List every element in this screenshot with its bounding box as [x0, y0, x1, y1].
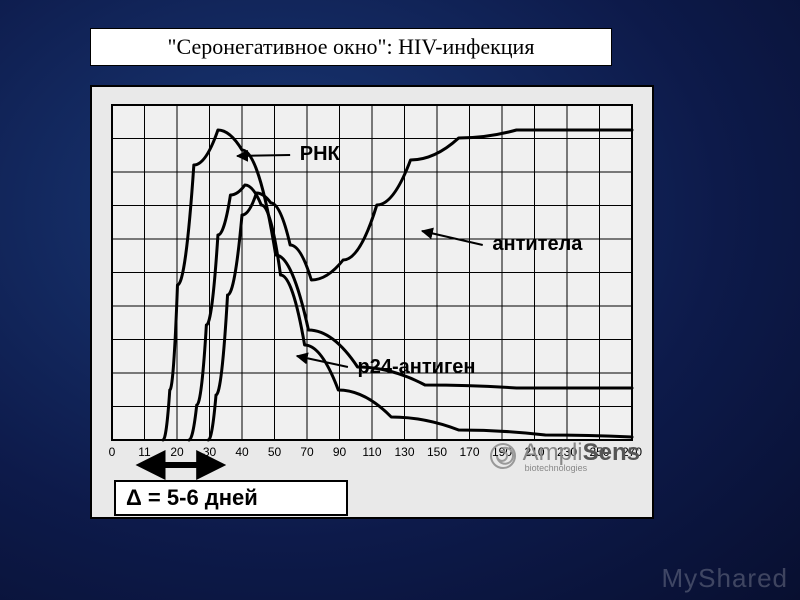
svg-text:50: 50: [268, 445, 282, 459]
delta-label-box: Δ = 5-6 дней: [114, 480, 348, 516]
svg-text:170: 170: [459, 445, 479, 459]
amplisens-logo: AmpliSens biotechnologies: [489, 439, 640, 473]
svg-text:110: 110: [362, 445, 381, 459]
svg-text:150: 150: [427, 445, 447, 459]
spiral-icon: [489, 442, 517, 470]
logo-part2: Sens: [583, 439, 640, 466]
svg-text:20: 20: [170, 445, 184, 459]
svg-text:130: 130: [394, 445, 414, 459]
watermark: MyShared: [662, 563, 789, 594]
svg-text:11: 11: [138, 445, 151, 459]
svg-text:РНК: РНК: [300, 143, 341, 165]
chart-frame: 0112030405070901101301501701902102302502…: [90, 85, 654, 519]
svg-text:90: 90: [333, 445, 347, 459]
svg-text:0: 0: [109, 445, 116, 459]
page-title: "Серонегативное окно": HIV-инфекция: [168, 34, 535, 60]
title-bar: "Серонегативное окно": HIV-инфекция: [90, 28, 612, 66]
svg-text:70: 70: [300, 445, 314, 459]
svg-text:р24-антиген: р24-антиген: [358, 356, 476, 378]
svg-text:антитела: антитела: [492, 233, 583, 255]
svg-text:30: 30: [203, 445, 217, 459]
logo-part1: Ampli: [523, 439, 583, 466]
svg-text:40: 40: [235, 445, 249, 459]
delta-label: Δ = 5-6 дней: [126, 485, 258, 511]
